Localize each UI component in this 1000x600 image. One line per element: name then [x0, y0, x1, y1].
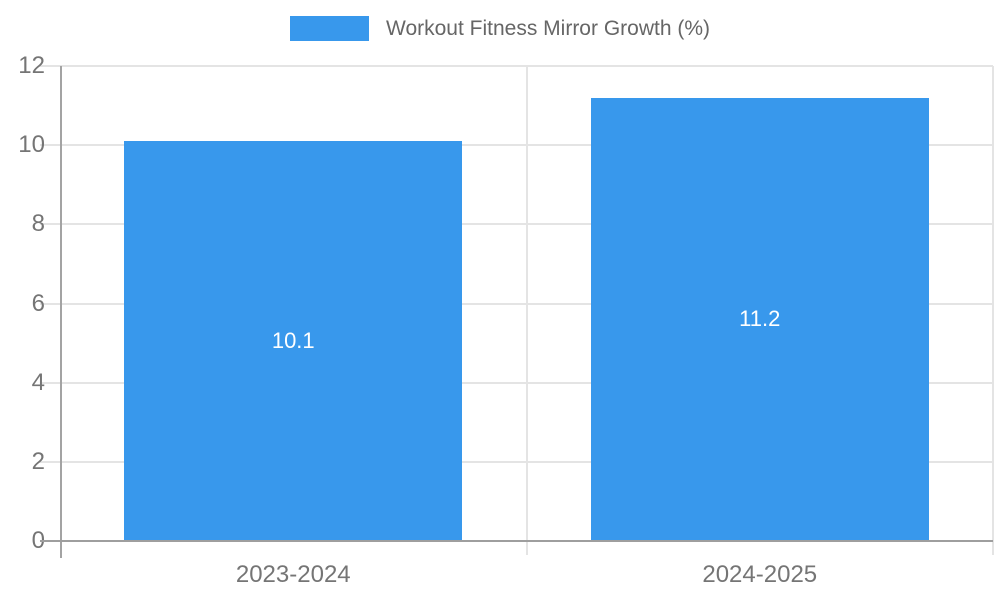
legend: Workout Fitness Mirror Growth (%) — [0, 16, 1000, 41]
y-tick-label: 6 — [31, 289, 45, 317]
bar-2023-2024[interactable] — [124, 141, 463, 541]
legend-swatch — [290, 16, 369, 41]
x-tick-label: 2023-2024 — [235, 561, 351, 588]
y-gridline — [40, 302, 993, 305]
x-tick-label: 2024-2025 — [702, 561, 818, 588]
y-tick-label: 10 — [18, 131, 45, 159]
category-divider — [992, 66, 994, 555]
legend-label: Workout Fitness Mirror Growth (%) — [386, 17, 710, 40]
y-tick-label: 0 — [31, 527, 45, 554]
y-tick-label: 12 — [18, 52, 45, 79]
y-gridline — [40, 65, 993, 67]
y-tick-label: 2 — [31, 447, 45, 475]
bar-value-label: 10.1 — [271, 328, 315, 354]
bar-2024-2025[interactable] — [590, 97, 929, 541]
y-axis-line — [60, 66, 62, 558]
y-gridline — [40, 144, 993, 147]
y-tick-label: 8 — [31, 210, 45, 238]
y-gridline — [40, 223, 993, 226]
x-axis-line — [40, 540, 993, 542]
y-tick-label: 4 — [31, 368, 45, 396]
category-divider — [525, 66, 528, 555]
y-gridline — [40, 460, 993, 463]
y-gridline — [40, 381, 993, 384]
bar-value-label: 11.2 — [739, 306, 781, 332]
plot-area: 10.1 11.2 — [40, 65, 994, 558]
legend-item[interactable]: Workout Fitness Mirror Growth (%) — [290, 16, 710, 41]
